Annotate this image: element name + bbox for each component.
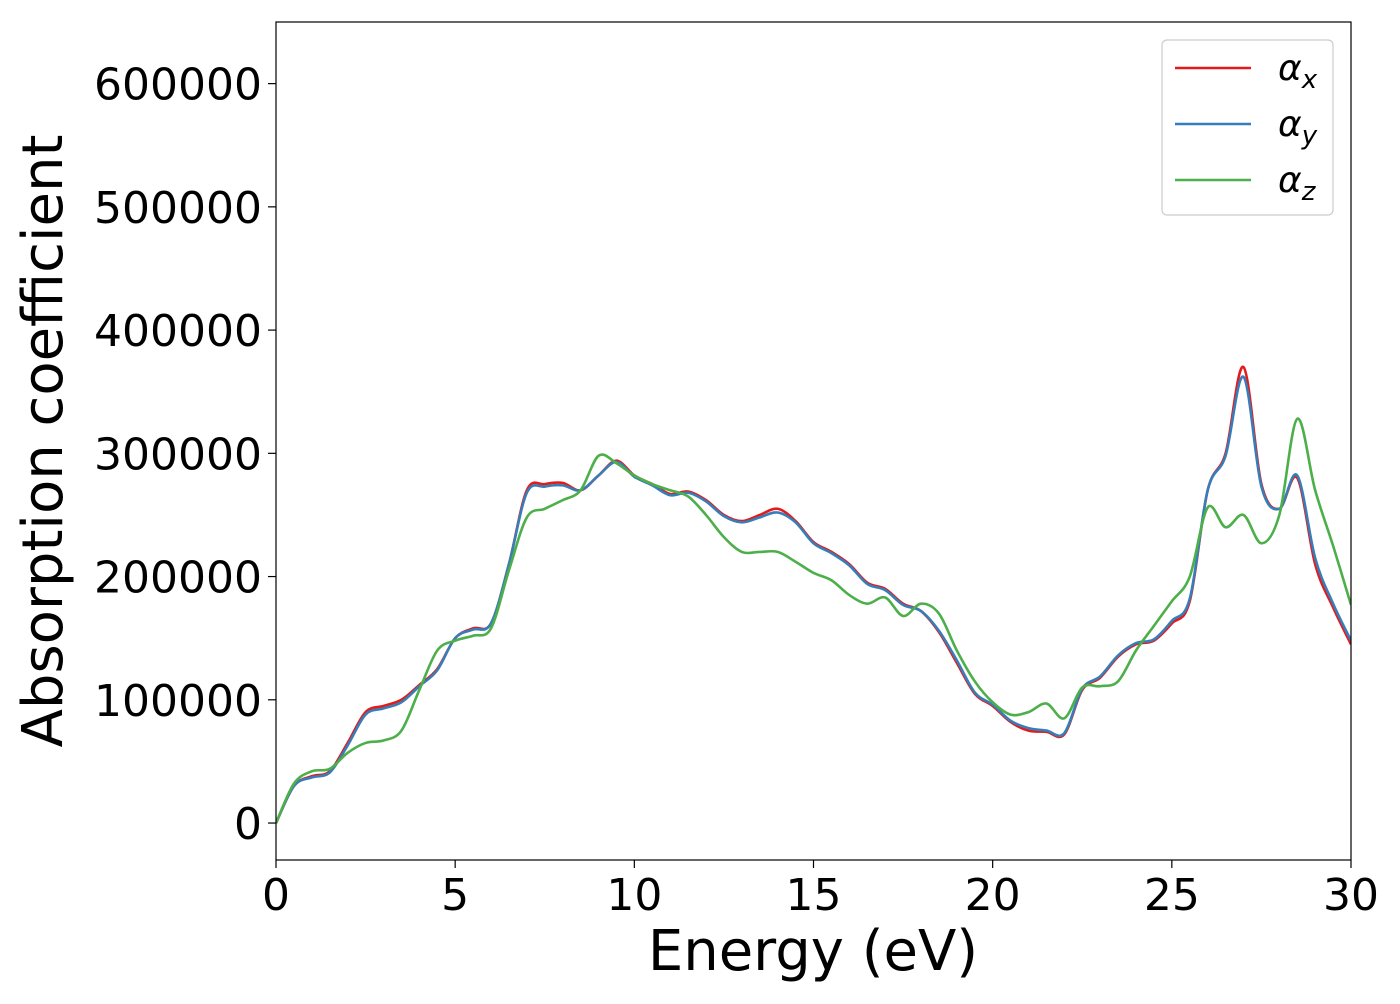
legend-box xyxy=(1161,39,1334,216)
x-tick-label: 30 xyxy=(1323,870,1379,921)
series-layer xyxy=(276,365,1351,824)
x-tick-label: 20 xyxy=(965,870,1021,921)
x-tick-label: 15 xyxy=(786,870,842,921)
legend-label-x: αx xyxy=(1278,48,1318,95)
series-line-y xyxy=(276,375,1351,824)
x-axis-label: Energy (eV) xyxy=(648,919,978,984)
legend-label-z: αz xyxy=(1278,160,1317,207)
y-tick-label: 0 xyxy=(234,799,262,850)
y-tick-label: 500000 xyxy=(94,183,262,234)
y-tick-label: 400000 xyxy=(94,306,262,357)
x-tick-label: 0 xyxy=(262,870,290,921)
plot-frame xyxy=(275,21,1352,861)
x-tick-label: 25 xyxy=(1144,870,1200,921)
y-tick-label: 300000 xyxy=(94,429,262,480)
axes-layer: 0 5 10 15 20 25 30 0 100000 200000 300000 400000 500… xyxy=(94,60,1379,921)
legend-label-y: αy xyxy=(1278,104,1318,151)
legend: αx αy αz xyxy=(1161,39,1334,216)
series-line-z xyxy=(276,417,1351,824)
y-tick-label: 100000 xyxy=(94,676,262,727)
y-tick-label: 600000 xyxy=(94,60,262,111)
y-tick-label: 200000 xyxy=(94,553,262,604)
x-tick-label: 5 xyxy=(441,870,469,921)
y-axis-label: Absorption coefficient xyxy=(11,135,76,748)
x-tick-label: 10 xyxy=(606,870,662,921)
